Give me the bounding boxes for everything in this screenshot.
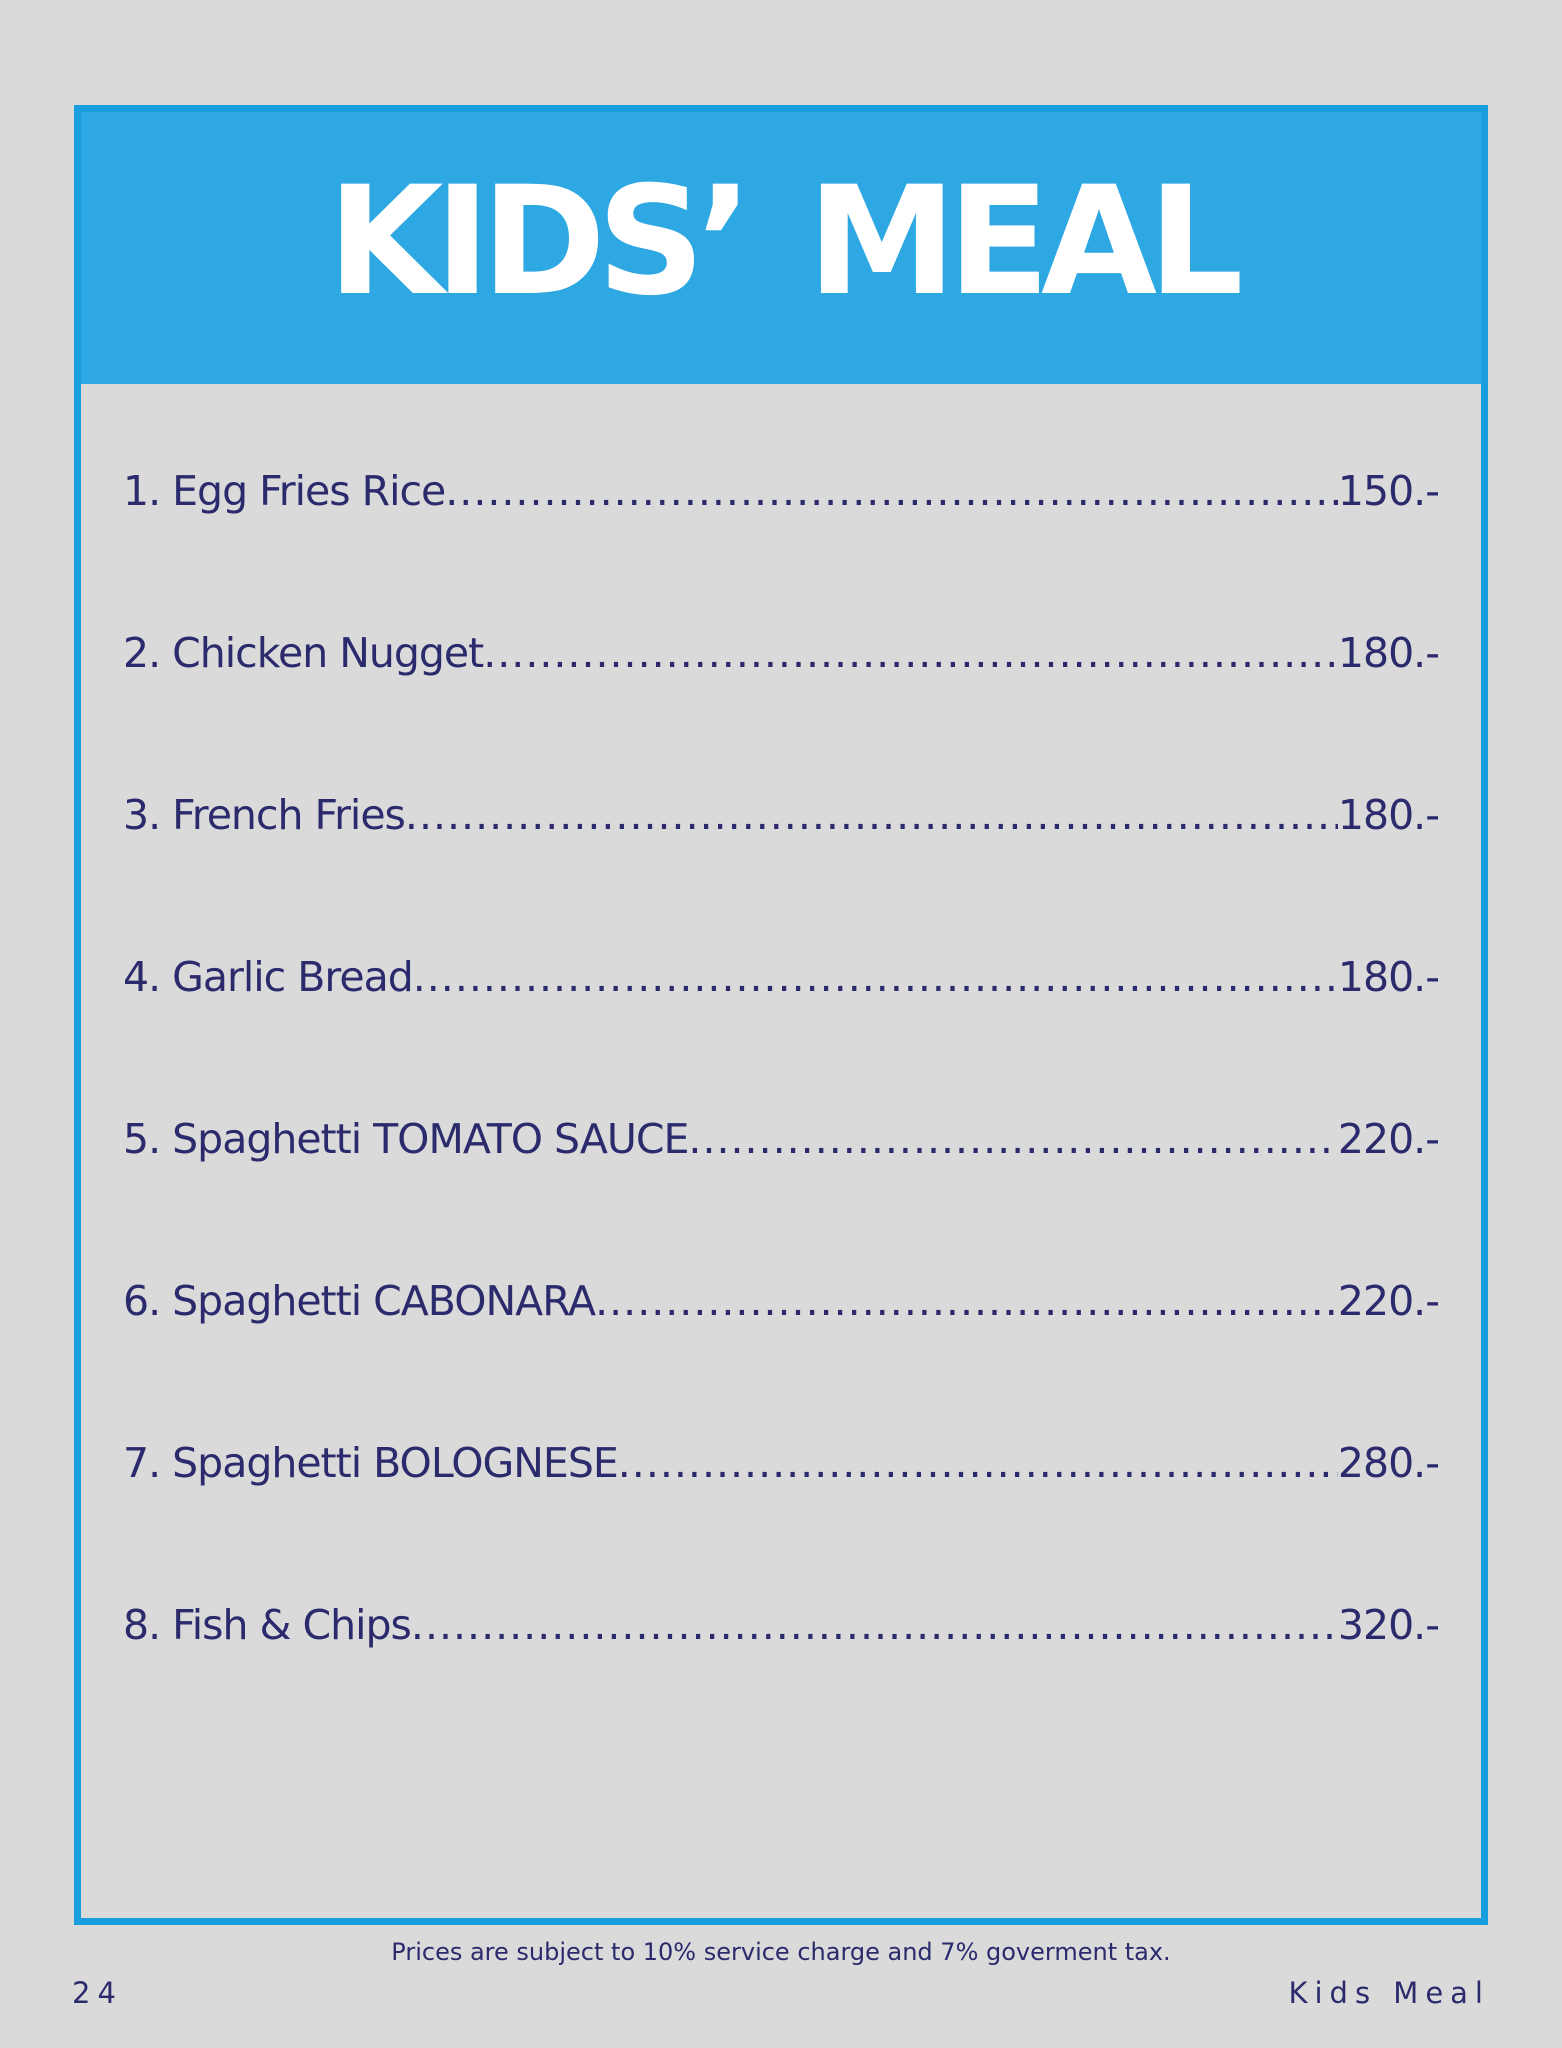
menu-item: 5. Spaghetti TOMATO SAUCE 220.- — [123, 1115, 1440, 1277]
menu-item-price: 180.- — [1337, 953, 1440, 1001]
menu-item-name: 4. Garlic Bread — [123, 953, 414, 1001]
menu-item: 3. French Fries 180.- — [123, 791, 1440, 953]
section-name: Kids Meal — [1288, 1976, 1490, 2010]
menu-item-price: 180.- — [1337, 629, 1440, 677]
price-disclaimer: Prices are subject to 10% service charge… — [391, 1938, 1171, 1966]
title-banner: KIDS’ MEAL — [81, 112, 1481, 384]
menu-item: 6. Spaghetti CABONARA 220.- — [123, 1277, 1440, 1439]
dot-leader — [483, 629, 1338, 677]
menu-item-price: 320.- — [1337, 1601, 1440, 1649]
menu-item-price: 150.- — [1337, 467, 1440, 515]
menu-item-name: 2. Chicken Nugget — [123, 629, 484, 677]
menu-item-price: 180.- — [1337, 791, 1440, 839]
menu-item-name: 1. Egg Fries Rice — [123, 467, 446, 515]
dot-leader — [405, 791, 1338, 839]
menu-item: 2. Chicken Nugget 180.- — [123, 629, 1440, 791]
dot-leader — [411, 1601, 1338, 1649]
dot-leader — [413, 953, 1338, 1001]
dot-leader — [445, 467, 1338, 515]
menu-item: 1. Egg Fries Rice 150.- — [123, 467, 1440, 629]
menu-item-name: 7. Spaghetti BOLOGNESE — [123, 1439, 619, 1487]
menu-list: 1. Egg Fries Rice 150.- 2. Chicken Nugge… — [123, 467, 1440, 1763]
menu-item-name: 3. French Fries — [123, 791, 406, 839]
menu-item: 8. Fish & Chips 320.- — [123, 1601, 1440, 1763]
menu-item-name: 5. Spaghetti TOMATO SAUCE — [123, 1115, 689, 1163]
menu-item: 4. Garlic Bread 180.- — [123, 953, 1440, 1115]
page-title: KIDS’ MEAL — [327, 155, 1243, 329]
dot-leader — [618, 1439, 1338, 1487]
menu-item-name: 8. Fish & Chips — [123, 1601, 412, 1649]
menu-item-price: 280.- — [1337, 1439, 1440, 1487]
menu-item-price: 220.- — [1337, 1115, 1440, 1163]
menu-item-name: 6. Spaghetti CABONARA — [123, 1277, 596, 1325]
dot-leader — [688, 1115, 1337, 1163]
menu-item: 7. Spaghetti BOLOGNESE 280.- — [123, 1439, 1440, 1601]
menu-frame: KIDS’ MEAL 1. Egg Fries Rice 150.- 2. Ch… — [74, 105, 1488, 1925]
menu-item-price: 220.- — [1337, 1277, 1440, 1325]
dot-leader — [595, 1277, 1338, 1325]
page-number: 24 — [72, 1976, 123, 2010]
